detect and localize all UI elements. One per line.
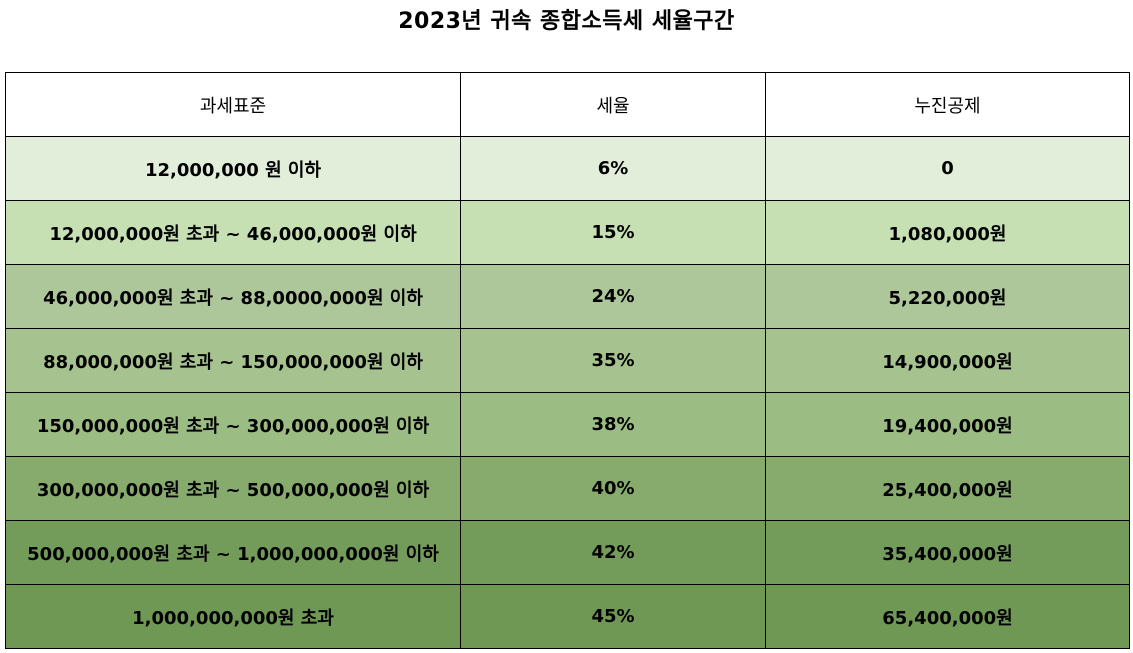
rate-cell: 6%: [460, 136, 766, 201]
header-bracket: 과세표준: [5, 72, 461, 137]
rate-cell: 45%: [460, 584, 766, 649]
table-row: 12,000,000원 초과 ~ 46,000,000원 이하 15% 1,08…: [5, 200, 1130, 265]
header-deduction: 누진공제: [765, 72, 1130, 137]
deduction-cell: 1,080,000원: [765, 200, 1130, 265]
deduction-cell: 19,400,000원: [765, 392, 1130, 457]
rate-cell: 24%: [460, 264, 766, 329]
bracket-cell: 300,000,000원 초과 ~ 500,000,000원 이하: [5, 456, 461, 521]
table-row: 1,000,000,000원 초과 45% 65,400,000원: [5, 584, 1130, 649]
rate-cell: 38%: [460, 392, 766, 457]
deduction-cell: 14,900,000원: [765, 328, 1130, 393]
table-row: 500,000,000원 초과 ~ 1,000,000,000원 이하 42% …: [5, 520, 1130, 585]
rate-cell: 15%: [460, 200, 766, 265]
bracket-cell: 12,000,000 원 이하: [5, 136, 461, 201]
page-title: 2023년 귀속 종합소득세 세율구간: [398, 9, 735, 34]
table-row: 88,000,000원 초과 ~ 150,000,000원 이하 35% 14,…: [5, 328, 1130, 393]
rate-cell: 35%: [460, 328, 766, 393]
bracket-cell: 500,000,000원 초과 ~ 1,000,000,000원 이하: [5, 520, 461, 585]
deduction-cell: 25,400,000원: [765, 456, 1130, 521]
bracket-cell: 88,000,000원 초과 ~ 150,000,000원 이하: [5, 328, 461, 393]
deduction-cell: 5,220,000원: [765, 264, 1130, 329]
table-row: 150,000,000원 초과 ~ 300,000,000원 이하 38% 19…: [5, 392, 1130, 457]
tax-bracket-table: 과세표준 세율 누진공제 12,000,000 원 이하 6% 0 12,000…: [5, 72, 1130, 649]
bracket-cell: 12,000,000원 초과 ~ 46,000,000원 이하: [5, 200, 461, 265]
deduction-cell: 65,400,000원: [765, 584, 1130, 649]
header-rate: 세율: [460, 72, 766, 137]
bracket-cell: 150,000,000원 초과 ~ 300,000,000원 이하: [5, 392, 461, 457]
table-header-row: 과세표준 세율 누진공제: [5, 72, 1130, 137]
deduction-cell: 35,400,000원: [765, 520, 1130, 585]
bracket-cell: 46,000,000원 초과 ~ 88,0000,000원 이하: [5, 264, 461, 329]
rate-cell: 42%: [460, 520, 766, 585]
table-row: 12,000,000 원 이하 6% 0: [5, 136, 1130, 201]
table-row: 46,000,000원 초과 ~ 88,0000,000원 이하 24% 5,2…: [5, 264, 1130, 329]
deduction-cell: 0: [765, 136, 1130, 201]
bracket-cell: 1,000,000,000원 초과: [5, 584, 461, 649]
rate-cell: 40%: [460, 456, 766, 521]
table-row: 300,000,000원 초과 ~ 500,000,000원 이하 40% 25…: [5, 456, 1130, 521]
